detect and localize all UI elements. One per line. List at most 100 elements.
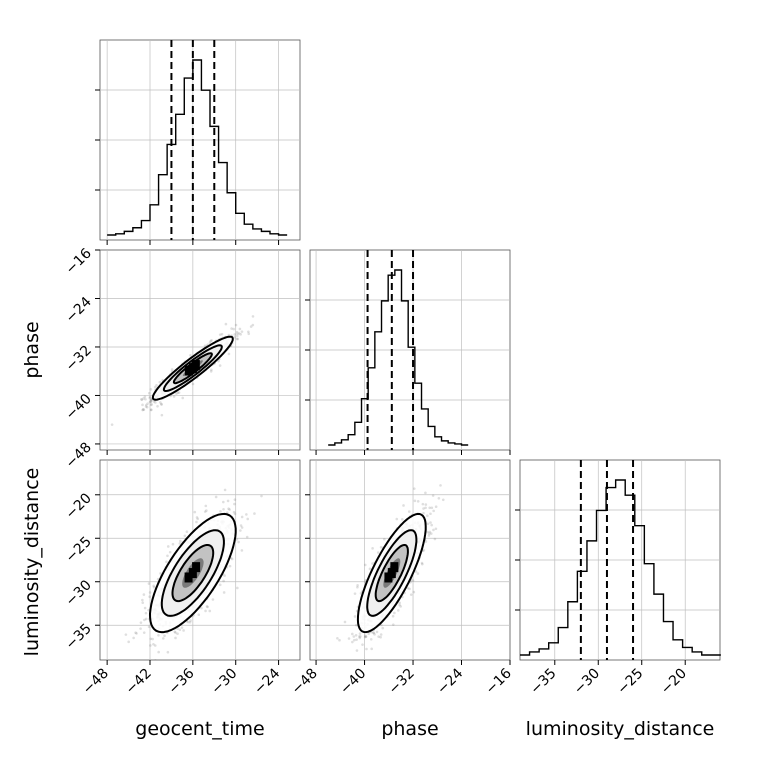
scatter-point (351, 632, 354, 636)
y-tick-label: −35 (63, 621, 95, 653)
scatter-point (214, 495, 218, 499)
scatter-point (144, 403, 148, 407)
scatter-point (426, 530, 429, 534)
scatter-point (416, 572, 420, 575)
scatter-point (426, 514, 429, 518)
scatter-point (154, 401, 157, 404)
density-core (184, 572, 193, 583)
scatter-point (426, 522, 430, 526)
scatter-point (372, 631, 375, 635)
scatter-point (204, 609, 207, 613)
scatter-point (223, 488, 227, 492)
scatter-point (143, 618, 146, 622)
scatter-point (141, 408, 145, 411)
scatter-point (237, 332, 241, 335)
scatter-point (239, 529, 242, 532)
scatter-point (227, 352, 231, 356)
scatter-point (365, 647, 368, 651)
scatter-point (142, 397, 145, 400)
density-core (191, 360, 200, 371)
scatter-point (142, 408, 146, 412)
scatter-point (233, 333, 236, 336)
histogram-step (107, 59, 288, 236)
scatter-point (372, 631, 375, 634)
scatter-point (217, 359, 220, 363)
scatter-point (141, 598, 144, 602)
scatter-point (352, 635, 356, 638)
scatter-point (356, 583, 359, 587)
scatter-point (149, 408, 153, 411)
x-tick-label: −48 (80, 666, 112, 698)
scatter-point (429, 532, 433, 535)
scatter-point (358, 632, 362, 635)
scatter-point (398, 601, 401, 605)
scatter-point (147, 625, 151, 629)
scatter-point (157, 633, 160, 637)
scatter-point (235, 330, 239, 334)
scatter-point (143, 606, 147, 610)
scatter-layer (124, 488, 263, 660)
scatter-point (411, 579, 415, 582)
scatter-point (189, 353, 192, 357)
scatter-point (228, 564, 232, 568)
scatter-point (148, 395, 152, 399)
scatter-point (175, 392, 178, 396)
scatter-point (146, 402, 149, 405)
x-tick-label: −32 (386, 666, 418, 698)
scatter-point (424, 506, 427, 510)
scatter-point (353, 615, 357, 618)
scatter-point (427, 534, 431, 537)
scatter-point (209, 339, 213, 343)
scatter-point (222, 591, 226, 594)
scatter-point (234, 323, 238, 327)
scatter-point (174, 636, 177, 640)
scatter-point (369, 638, 373, 641)
scatter-point (355, 623, 358, 627)
scatter-point (354, 633, 358, 637)
scatter-point (185, 530, 189, 534)
scatter-point (149, 388, 153, 391)
scatter-point (189, 619, 192, 622)
panel-scatter-phase-geocent-time: −16 −24 −32 −40 −48 (63, 245, 301, 472)
scatter-point (144, 617, 148, 621)
scatter-point (246, 517, 250, 521)
y-axis-label-luminosity-distance: luminosity_distance (21, 468, 43, 657)
scatter-point (211, 598, 215, 601)
scatter-point (379, 635, 382, 639)
scatter-point (173, 630, 177, 634)
contour-line (366, 529, 418, 617)
scatter-point (233, 498, 237, 501)
scatter-point (196, 517, 200, 521)
scatter-point (223, 574, 226, 577)
scatter-point (140, 398, 144, 402)
density-core (384, 572, 393, 583)
histogram-step (328, 269, 469, 446)
scatter-point (336, 636, 339, 640)
scatter-point (232, 327, 236, 331)
scatter-point (144, 397, 147, 401)
scatter-point (110, 423, 114, 426)
scatter-point (422, 511, 425, 515)
scatter-point (235, 337, 239, 341)
scatter-point (429, 512, 432, 516)
scatter-point (226, 499, 230, 503)
scatter-point (345, 666, 348, 669)
scatter-point (395, 517, 399, 521)
scatter-point (149, 644, 152, 647)
density-core (192, 562, 201, 573)
scatter-point (441, 498, 445, 502)
scatter-point (219, 510, 222, 513)
scatter-point (406, 586, 410, 590)
scatter-point (149, 637, 153, 641)
scatter-point (142, 631, 146, 634)
scatter-point (379, 633, 383, 636)
scatter-point (376, 551, 380, 554)
scatter-point (352, 638, 356, 642)
scatter-point (428, 530, 432, 534)
scatter-point (147, 582, 151, 585)
scatter-point (140, 397, 143, 401)
contour-line (160, 529, 225, 617)
scatter-point (152, 584, 155, 588)
scatter-point (166, 554, 169, 558)
scatter-point (247, 332, 251, 336)
